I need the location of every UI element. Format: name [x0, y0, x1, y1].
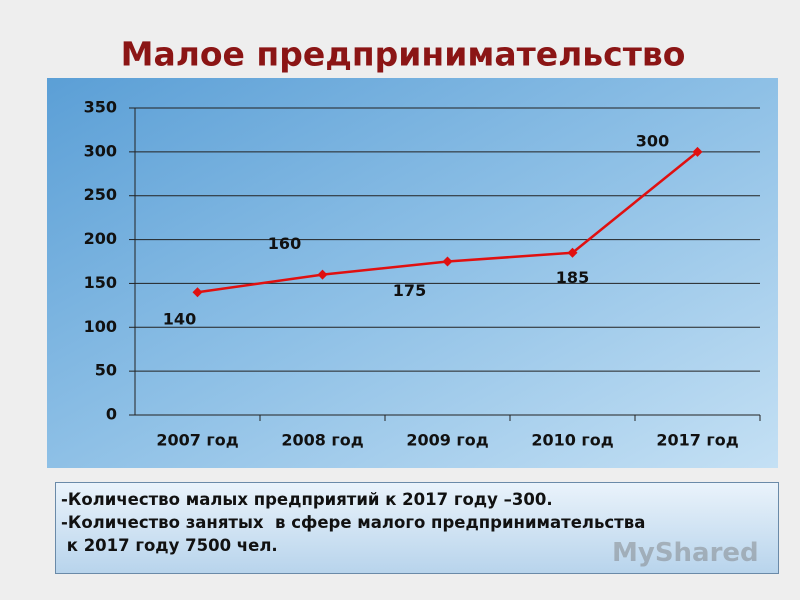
data-label: 185 — [556, 268, 589, 287]
data-label: 175 — [393, 281, 426, 300]
text-box: -Количество малых предприятий к 2017 год… — [55, 482, 779, 574]
text-line: -Количество занятых в сфере малого предп… — [61, 513, 646, 532]
y-tick-label: 350 — [84, 98, 117, 117]
marker — [692, 146, 703, 157]
y-tick-label: 300 — [84, 141, 117, 160]
data-label: 160 — [268, 234, 301, 253]
marker — [192, 287, 203, 298]
text-line: -Количество малых предприятий к 2017 год… — [61, 490, 553, 509]
marker — [317, 269, 328, 280]
y-tick-label: 100 — [84, 317, 117, 336]
chart-title: Малое предпринимательство — [121, 35, 686, 74]
y-tick-label: 200 — [84, 229, 117, 248]
marker — [567, 247, 578, 258]
data-label: 300 — [636, 131, 669, 150]
text-line: к 2017 году 7500 чел. — [61, 536, 278, 555]
y-tick-label: 150 — [84, 273, 117, 292]
x-tick-label: 2008 год — [281, 431, 363, 450]
y-tick-label: 50 — [95, 361, 117, 380]
x-tick-label: 2009 год — [406, 431, 488, 450]
marker — [442, 256, 453, 267]
watermark: MyShared — [612, 538, 759, 568]
x-tick-label: 2017 год — [656, 431, 738, 450]
x-tick-label: 2007 год — [156, 431, 238, 450]
chart-panel — [47, 78, 778, 468]
y-tick-label: 250 — [84, 185, 117, 204]
x-tick-label: 2010 год — [531, 431, 613, 450]
data-label: 140 — [163, 310, 196, 329]
y-tick-label: 0 — [106, 405, 117, 424]
